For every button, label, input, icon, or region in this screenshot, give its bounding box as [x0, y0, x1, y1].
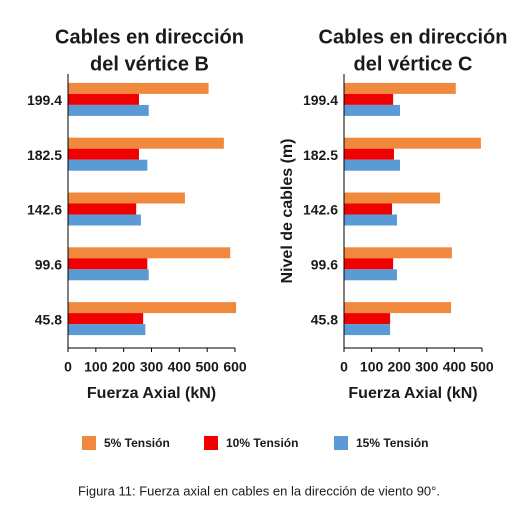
bar [344, 93, 394, 105]
legend-swatch [82, 436, 96, 450]
bar [344, 247, 452, 259]
y-tick-label: 182.5 [303, 147, 338, 163]
chart-title: Cables en dirección [55, 26, 244, 48]
bar [68, 214, 141, 226]
y-tick-label: 99.6 [35, 257, 62, 273]
y-tick-label: 142.6 [303, 202, 338, 218]
x-tick-label: 500 [470, 359, 494, 375]
x-tick-label: 600 [223, 359, 247, 375]
chart-title: del vértice C [354, 53, 473, 75]
bar [68, 148, 139, 160]
bar [68, 269, 149, 281]
bar [344, 148, 394, 160]
bar [68, 313, 144, 325]
x-tick-label: 200 [112, 359, 136, 375]
bar [344, 313, 391, 325]
x-tick-label: 400 [168, 359, 192, 375]
bar [344, 302, 452, 314]
bar [68, 159, 148, 171]
x-tick-label: 100 [360, 359, 384, 375]
x-tick-label: 200 [388, 359, 412, 375]
bar [344, 159, 401, 171]
chart-title: Cables en dirección [319, 26, 508, 48]
bar [344, 214, 397, 226]
chart-title: del vértice B [90, 53, 209, 75]
x-axis-label: Fuerza Axial (kN) [87, 385, 216, 402]
legend-swatch [334, 436, 348, 450]
bar [344, 82, 456, 94]
y-tick-label: 45.8 [311, 311, 338, 327]
bar [344, 203, 393, 215]
x-tick-label: 0 [64, 359, 72, 375]
y-tick-label: 199.4 [27, 92, 62, 108]
y-tick-label: 45.8 [35, 311, 62, 327]
x-tick-label: 300 [140, 359, 164, 375]
bar [344, 137, 481, 149]
bar [68, 104, 149, 116]
y-tick-label: 182.5 [27, 147, 62, 163]
bar [68, 137, 224, 149]
bar [344, 104, 401, 116]
x-tick-label: 300 [415, 359, 439, 375]
bar [68, 192, 185, 204]
legend-label: 5% Tensión [104, 436, 170, 450]
y-tick-label: 142.6 [27, 202, 62, 218]
y-tick-label: 199.4 [303, 92, 338, 108]
legend-label: 15% Tensión [356, 436, 428, 450]
bar [344, 192, 441, 204]
bar [344, 324, 391, 336]
bar [68, 302, 237, 314]
bar [68, 324, 146, 336]
y-tick-label: 99.6 [311, 257, 338, 273]
x-axis-label: Fuerza Axial (kN) [348, 385, 477, 402]
legend-swatch [204, 436, 218, 450]
y-axis-label: Nivel de cables (m) [279, 139, 296, 284]
x-tick-label: 0 [340, 359, 348, 375]
bar [68, 203, 137, 215]
bar [68, 93, 139, 105]
x-tick-label: 400 [443, 359, 467, 375]
bar [68, 82, 209, 94]
x-tick-label: 100 [84, 359, 108, 375]
bar [344, 258, 394, 270]
bar [68, 258, 148, 270]
bar [344, 269, 397, 281]
caption: Figura 11: Fuerza axial en cables en la … [78, 483, 440, 498]
x-tick-label: 500 [195, 359, 219, 375]
bar [68, 247, 231, 259]
legend-label: 10% Tensión [226, 436, 298, 450]
